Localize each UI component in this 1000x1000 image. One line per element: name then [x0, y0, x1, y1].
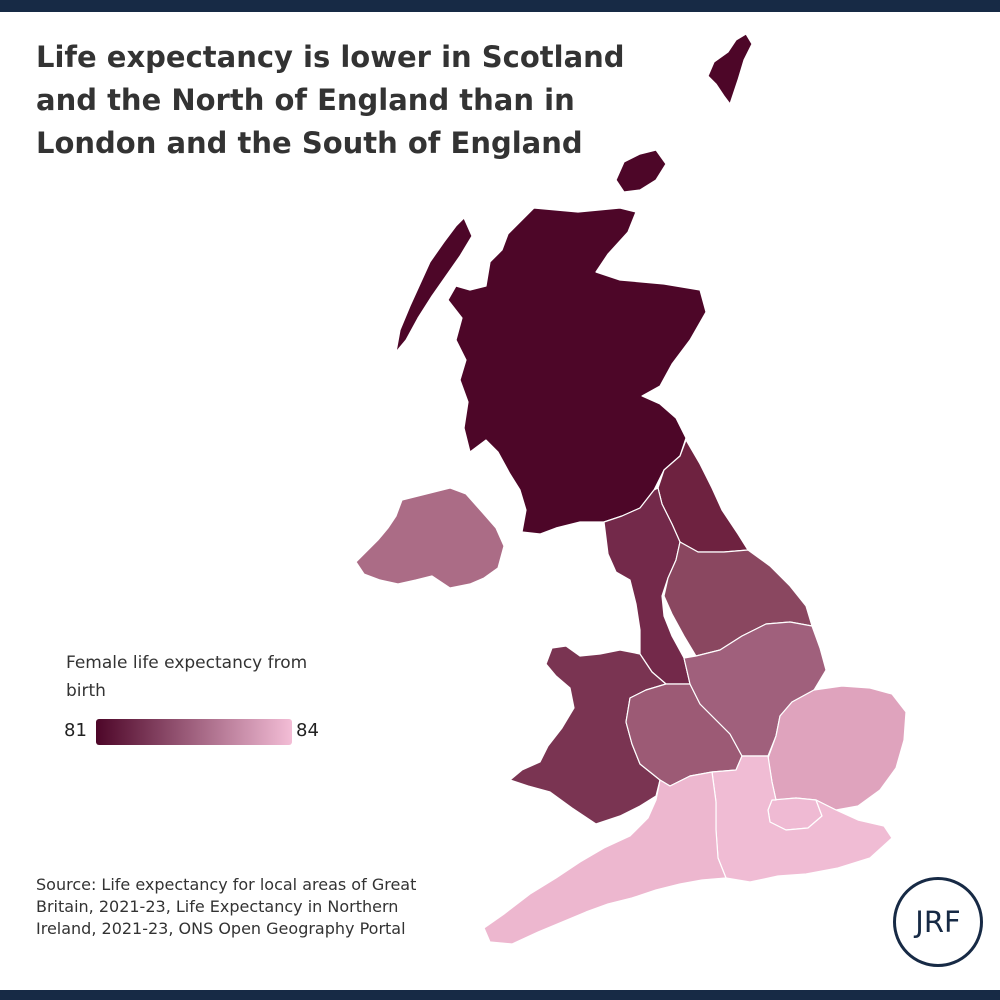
jrf-logo-text: JRF — [915, 905, 961, 939]
region-north-west — [603, 487, 691, 685]
legend-max-label: 84 — [296, 720, 319, 741]
region-scotland-hebrides — [395, 217, 473, 353]
top-frame-bar — [0, 0, 1000, 12]
source-note: Source: Life expectancy for local areas … — [36, 875, 417, 938]
region-south-west — [483, 771, 727, 945]
jrf-logo: JRF — [893, 877, 983, 967]
legend-title: Female life expectancy from birth — [66, 653, 308, 701]
region-south-east — [711, 755, 893, 883]
legend-color-scale — [96, 719, 292, 745]
map-title: Life expectancy is lower in Scotland and… — [36, 40, 625, 160]
region-scotland-shetland — [707, 33, 753, 105]
region-scotland — [447, 207, 707, 535]
region-scotland-orkney — [615, 149, 667, 193]
region-northern-ireland — [355, 487, 505, 589]
uk-map — [355, 33, 907, 945]
bottom-frame-bar — [0, 990, 1000, 1000]
legend-min-label: 81 — [64, 720, 87, 741]
region-wales — [509, 645, 667, 825]
